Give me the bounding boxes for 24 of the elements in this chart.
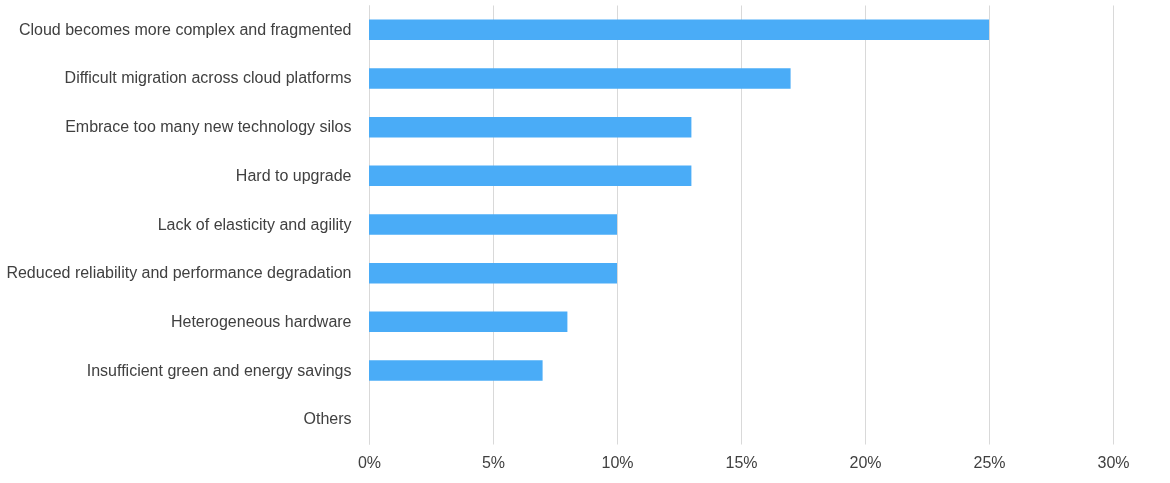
x-tick-label: 20% bbox=[849, 453, 882, 471]
y-tick-label: Hard to upgrade bbox=[235, 166, 352, 184]
y-tick-label: Cloud becomes more complex and fragmented bbox=[18, 20, 352, 38]
y-tick-label: Others bbox=[303, 410, 352, 428]
y-tick-label: Heterogeneous hardware bbox=[170, 312, 352, 330]
y-tick-label: Difficult migration across cloud platforms bbox=[64, 69, 352, 87]
x-tick-label: 25% bbox=[973, 453, 1006, 471]
x-tick-label: 0% bbox=[357, 453, 382, 471]
bar bbox=[369, 311, 568, 333]
x-tick-label: 15% bbox=[725, 453, 758, 471]
x-tick-label: 30% bbox=[1097, 453, 1130, 471]
y-tick-label: Lack of elasticity and agility bbox=[157, 215, 352, 233]
x-tick-label: 10% bbox=[601, 453, 634, 471]
bar bbox=[369, 19, 989, 41]
x-tick-label: 5% bbox=[481, 453, 506, 471]
bar bbox=[369, 262, 617, 284]
bar bbox=[369, 68, 791, 89]
y-tick-label: Embrace too many new technology silos bbox=[65, 118, 352, 136]
bar bbox=[369, 214, 617, 235]
bar bbox=[369, 360, 543, 381]
bar bbox=[369, 116, 692, 138]
bar bbox=[369, 165, 692, 187]
y-tick-label: Insufficient green and energy savings bbox=[86, 361, 352, 379]
y-tick-label: Reduced reliability and performance degradation bbox=[6, 264, 352, 282]
